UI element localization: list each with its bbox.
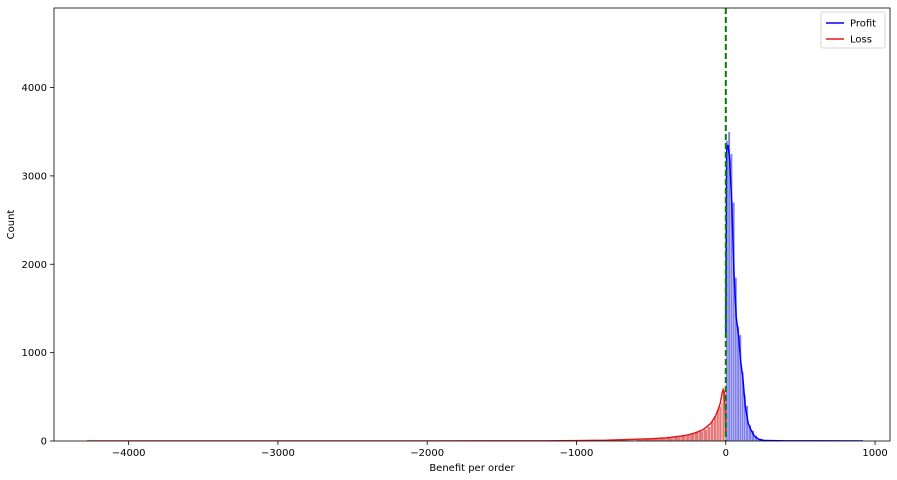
legend: Profit Loss — [820, 11, 886, 49]
x-tick-label: −4000 — [112, 448, 146, 459]
x-tick-label: −1000 — [560, 448, 594, 459]
plot-area — [86, 8, 864, 441]
y-tick-label: 0 — [41, 437, 47, 448]
y-tick-label: 2000 — [22, 260, 47, 271]
legend-label-profit: Profit — [850, 19, 876, 30]
bar-loss — [713, 416, 717, 441]
bar-loss — [703, 429, 708, 441]
bar-loss — [689, 433, 695, 441]
y-tick-label: 4000 — [22, 83, 47, 94]
x-tick-label: −2000 — [410, 448, 444, 459]
y-axis: 0 1000 2000 3000 4000 — [22, 83, 54, 448]
legend-label-loss: Loss — [850, 35, 872, 46]
y-tick-label: 1000 — [22, 348, 47, 359]
y-tick-label: 3000 — [22, 171, 47, 182]
x-tick-label: 0 — [723, 448, 729, 459]
kde-line-loss — [86, 387, 727, 441]
bar-loss — [718, 406, 722, 441]
x-tick-label: 1000 — [862, 448, 887, 459]
axes-frame — [53, 7, 891, 442]
x-tick-label: −3000 — [261, 448, 295, 459]
x-axis: −4000 −3000 −2000 −1000 0 1000 — [112, 441, 888, 459]
bar-loss — [710, 421, 714, 441]
bar-loss — [698, 431, 704, 441]
y-axis-label: Count — [6, 210, 17, 240]
series-group — [86, 8, 864, 441]
bar-loss — [716, 409, 720, 441]
bar-loss — [694, 432, 700, 441]
kde-line-profit — [725, 144, 864, 441]
bar-loss — [706, 426, 712, 441]
bar-loss — [721, 402, 723, 441]
x-axis-label: Benefit per order — [429, 463, 515, 474]
